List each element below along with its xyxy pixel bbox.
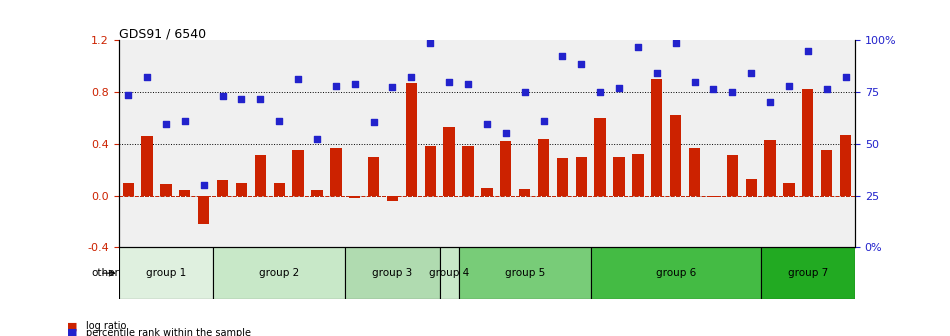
Bar — [614, 157, 625, 196]
Bar — [444, 127, 455, 196]
Bar — [274, 183, 285, 196]
Point — [593, 89, 608, 95]
Point — [442, 79, 457, 84]
FancyBboxPatch shape — [345, 247, 440, 299]
Point — [536, 118, 551, 123]
Point — [253, 96, 268, 101]
Bar — [708, 196, 719, 197]
Point — [121, 92, 136, 97]
Point — [366, 119, 381, 125]
Bar — [406, 83, 417, 196]
Text: percentile rank within the sample: percentile rank within the sample — [86, 328, 251, 336]
Point — [498, 131, 513, 136]
Point — [725, 89, 740, 95]
Bar — [765, 140, 776, 196]
Point — [574, 61, 589, 66]
Text: group 4: group 4 — [429, 268, 469, 278]
Bar — [161, 184, 172, 196]
Bar — [576, 157, 587, 196]
Text: group 1: group 1 — [145, 268, 186, 278]
Point — [555, 53, 570, 58]
Point — [668, 40, 683, 46]
Point — [159, 122, 174, 127]
Bar — [482, 188, 492, 196]
Point — [781, 83, 796, 88]
Point — [310, 136, 325, 141]
Bar — [519, 189, 530, 196]
Text: other: other — [91, 268, 119, 278]
Point — [630, 44, 645, 49]
Bar — [255, 156, 266, 196]
Bar — [293, 150, 304, 196]
Bar — [500, 141, 511, 196]
Text: group 3: group 3 — [372, 268, 412, 278]
Point — [291, 77, 306, 82]
Point — [649, 70, 664, 75]
Point — [196, 182, 211, 188]
Bar — [198, 196, 209, 224]
Point — [819, 87, 834, 92]
Text: group 6: group 6 — [656, 268, 695, 278]
FancyBboxPatch shape — [459, 247, 591, 299]
FancyBboxPatch shape — [440, 247, 459, 299]
Point — [347, 82, 362, 87]
Bar — [463, 146, 474, 196]
Point — [178, 118, 193, 123]
Bar — [123, 183, 134, 196]
FancyBboxPatch shape — [591, 247, 761, 299]
Bar — [783, 183, 794, 196]
Bar — [217, 180, 228, 196]
Point — [272, 118, 287, 123]
Bar — [670, 115, 681, 196]
Bar — [689, 148, 700, 196]
Bar — [802, 89, 813, 196]
Text: group 2: group 2 — [259, 268, 299, 278]
Point — [838, 74, 853, 79]
Bar — [727, 156, 738, 196]
Bar — [821, 150, 832, 196]
Bar — [387, 196, 398, 201]
Point — [612, 85, 627, 91]
Point — [687, 79, 702, 84]
Bar — [633, 154, 643, 196]
Bar — [331, 148, 341, 196]
Point — [706, 87, 721, 92]
Bar — [595, 118, 606, 196]
Point — [385, 84, 400, 90]
Point — [517, 89, 532, 95]
Text: ■: ■ — [66, 321, 77, 331]
Bar — [746, 179, 757, 196]
Bar — [840, 135, 851, 196]
Bar — [142, 136, 153, 196]
Text: GDS91 / 6540: GDS91 / 6540 — [119, 27, 206, 40]
FancyBboxPatch shape — [761, 247, 855, 299]
Bar — [368, 157, 379, 196]
Bar — [557, 158, 568, 196]
Bar — [425, 146, 436, 196]
Point — [329, 83, 344, 88]
Point — [423, 40, 438, 46]
Point — [140, 74, 155, 79]
Point — [234, 96, 249, 101]
Point — [215, 93, 230, 99]
Text: group 7: group 7 — [788, 268, 828, 278]
Point — [479, 122, 494, 127]
FancyBboxPatch shape — [213, 247, 345, 299]
Bar — [651, 79, 662, 196]
FancyBboxPatch shape — [119, 247, 213, 299]
Point — [800, 48, 815, 53]
Bar — [349, 196, 360, 198]
Bar — [538, 139, 549, 196]
Text: ■: ■ — [66, 328, 77, 336]
Text: log ratio: log ratio — [86, 321, 125, 331]
Point — [461, 82, 476, 87]
Point — [763, 100, 778, 105]
Point — [744, 70, 759, 75]
Bar — [236, 183, 247, 196]
Point — [404, 74, 419, 79]
Bar — [180, 191, 191, 196]
Text: group 5: group 5 — [504, 268, 544, 278]
Bar — [312, 191, 323, 196]
